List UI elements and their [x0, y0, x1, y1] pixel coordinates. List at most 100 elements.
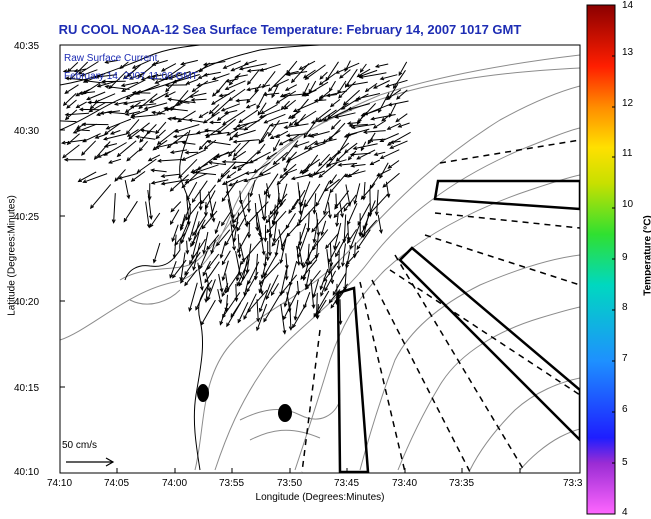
- current-vector-head: [188, 94, 194, 98]
- current-vector: [207, 279, 216, 301]
- current-vector-head: [313, 313, 318, 318]
- current-vector-head: [94, 135, 100, 139]
- current-vector: [374, 151, 386, 156]
- current-vector-head: [395, 118, 400, 123]
- current-vector: [205, 131, 230, 137]
- current-vector: [320, 268, 329, 290]
- current-vector: [165, 80, 177, 92]
- current-vector: [325, 61, 339, 81]
- current-vector-head: [78, 91, 83, 96]
- current-vector-head: [283, 125, 288, 130]
- current-vector: [361, 109, 380, 117]
- current-vector-head: [169, 187, 174, 192]
- current-vector: [74, 68, 87, 72]
- current-vector-head: [206, 245, 211, 251]
- current-vector-head: [113, 102, 119, 106]
- current-vector-head: [259, 290, 264, 296]
- current-vector-head: [198, 68, 203, 73]
- current-vector-head: [323, 210, 327, 216]
- current-vector-head: [222, 65, 228, 69]
- current-vector: [300, 259, 318, 280]
- current-vector-head: [336, 265, 341, 271]
- current-vector: [211, 239, 216, 254]
- current-vector-head: [299, 169, 304, 174]
- current-vector: [329, 173, 347, 193]
- y-tick-label: 40:15: [14, 383, 40, 394]
- current-vector: [299, 60, 316, 70]
- current-vector-head: [373, 152, 379, 156]
- current-vector-head: [123, 218, 128, 223]
- current-vector: [246, 243, 252, 274]
- current-vector: [257, 143, 266, 155]
- current-vector: [152, 59, 168, 66]
- current-vector-head: [226, 174, 231, 179]
- current-vector-head: [170, 220, 174, 226]
- current-vector: [373, 120, 387, 129]
- current-vector-head: [224, 289, 229, 294]
- current-vector-head: [288, 122, 293, 127]
- current-vector: [155, 142, 177, 149]
- station-marker: [278, 404, 292, 422]
- current-vector: [357, 93, 381, 100]
- current-vector-head: [279, 259, 284, 265]
- current-vector-head: [330, 304, 335, 309]
- current-vector: [220, 240, 226, 258]
- current-vector-head: [271, 242, 276, 247]
- current-vector-head: [260, 110, 265, 115]
- current-vector: [319, 72, 336, 86]
- current-vector-head: [101, 79, 106, 84]
- current-vector-head: [280, 289, 285, 295]
- current-vector-head: [230, 67, 235, 72]
- current-vector-head: [210, 249, 215, 255]
- current-vector-head: [122, 101, 128, 106]
- current-vector: [222, 161, 249, 164]
- current-vector-head: [122, 75, 128, 80]
- current-vector-head: [191, 198, 196, 203]
- current-vector-head: [237, 248, 241, 254]
- current-vector: [259, 230, 265, 255]
- current-vector-head: [312, 238, 317, 244]
- current-vector: [398, 61, 408, 76]
- current-vector-head: [73, 68, 79, 73]
- current-vector-head: [231, 224, 236, 229]
- current-vector: [113, 193, 116, 223]
- current-vector: [342, 243, 346, 266]
- current-vector: [216, 150, 236, 158]
- current-vector: [375, 63, 389, 68]
- current-vector: [215, 220, 221, 234]
- current-vector-head: [315, 315, 320, 320]
- current-vector: [235, 74, 248, 78]
- current-vector-head: [233, 152, 238, 157]
- current-vector: [259, 262, 280, 285]
- current-vector-head: [258, 114, 264, 118]
- current-vector: [334, 190, 350, 210]
- current-vector-head: [109, 130, 115, 135]
- current-vector: [268, 214, 272, 238]
- current-vector: [225, 80, 246, 90]
- current-vector-head: [77, 178, 83, 183]
- current-vector: [261, 261, 267, 279]
- current-vector-head: [338, 94, 343, 99]
- current-vector: [186, 78, 199, 85]
- current-vector-head: [379, 155, 385, 159]
- current-vector: [211, 89, 236, 105]
- current-vector-head: [150, 180, 156, 185]
- current-vector: [259, 283, 271, 312]
- current-vector-head: [341, 262, 345, 268]
- current-vector: [105, 59, 119, 63]
- current-vector: [229, 178, 247, 186]
- current-vector: [169, 261, 177, 278]
- current-vector: [165, 91, 176, 98]
- current-vector-head: [166, 144, 172, 149]
- current-vector: [258, 193, 265, 220]
- current-vector-head: [374, 211, 379, 217]
- current-vector: [108, 111, 126, 115]
- current-vector-head: [303, 133, 308, 139]
- current-vector: [105, 85, 130, 90]
- current-vector: [126, 89, 141, 100]
- current-vector: [184, 269, 198, 286]
- current-vector: [222, 292, 241, 318]
- current-vector: [273, 220, 278, 242]
- current-vector-head: [269, 123, 274, 127]
- current-vector: [264, 113, 286, 124]
